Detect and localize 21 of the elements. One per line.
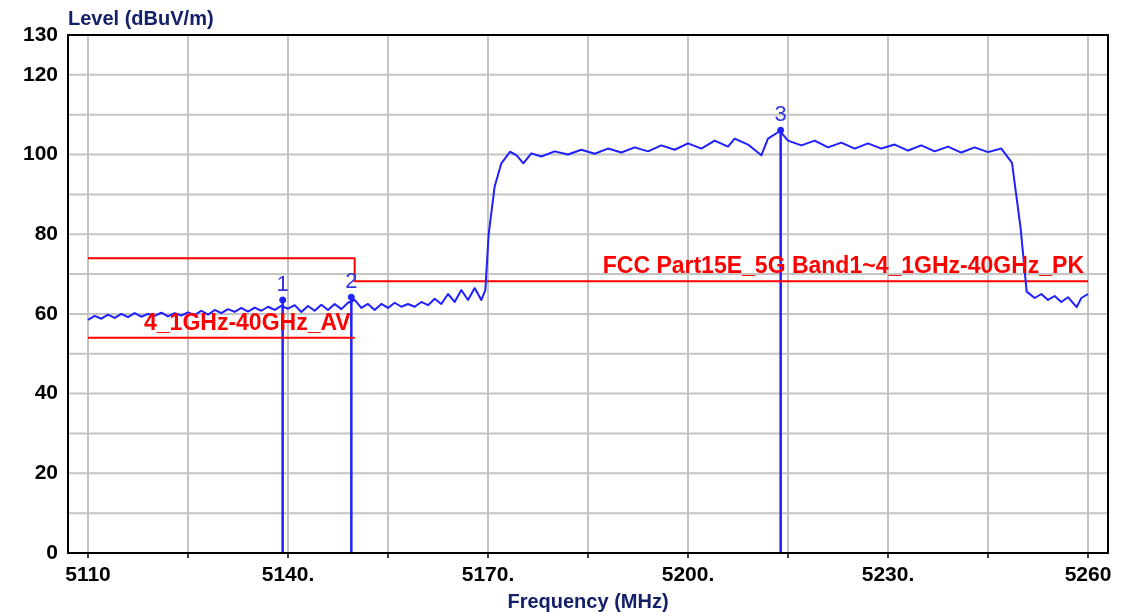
x-tick-label: 5140. (261, 562, 315, 586)
annotation: 3 (774, 101, 787, 127)
x-tick-label: 5170. (461, 562, 515, 586)
annotation: 2 (345, 268, 358, 294)
x-axis-title: Frequency (MHz) (507, 589, 669, 612)
annotation: 1 (276, 271, 289, 297)
y-tick-label: 20 (34, 460, 58, 484)
y-axis-title: Level (dBuV/m) (68, 6, 214, 29)
y-tick-label: 60 (34, 300, 58, 324)
y-tick-label: 130 (22, 21, 58, 45)
y-tick-label: 120 (22, 61, 58, 85)
x-tick-label: 5200. (661, 562, 715, 586)
y-tick-label: 40 (34, 380, 58, 404)
x-tick-label: 5110 (65, 562, 111, 586)
x-tick-label: 5260 (1064, 562, 1112, 586)
point (347, 293, 355, 301)
x-tick-label: 5230. (861, 562, 915, 586)
y-tick-label: 0 (46, 539, 58, 563)
y-tick-label: 100 (22, 141, 58, 165)
y-tick-label: 80 (34, 221, 58, 245)
point (279, 296, 287, 304)
